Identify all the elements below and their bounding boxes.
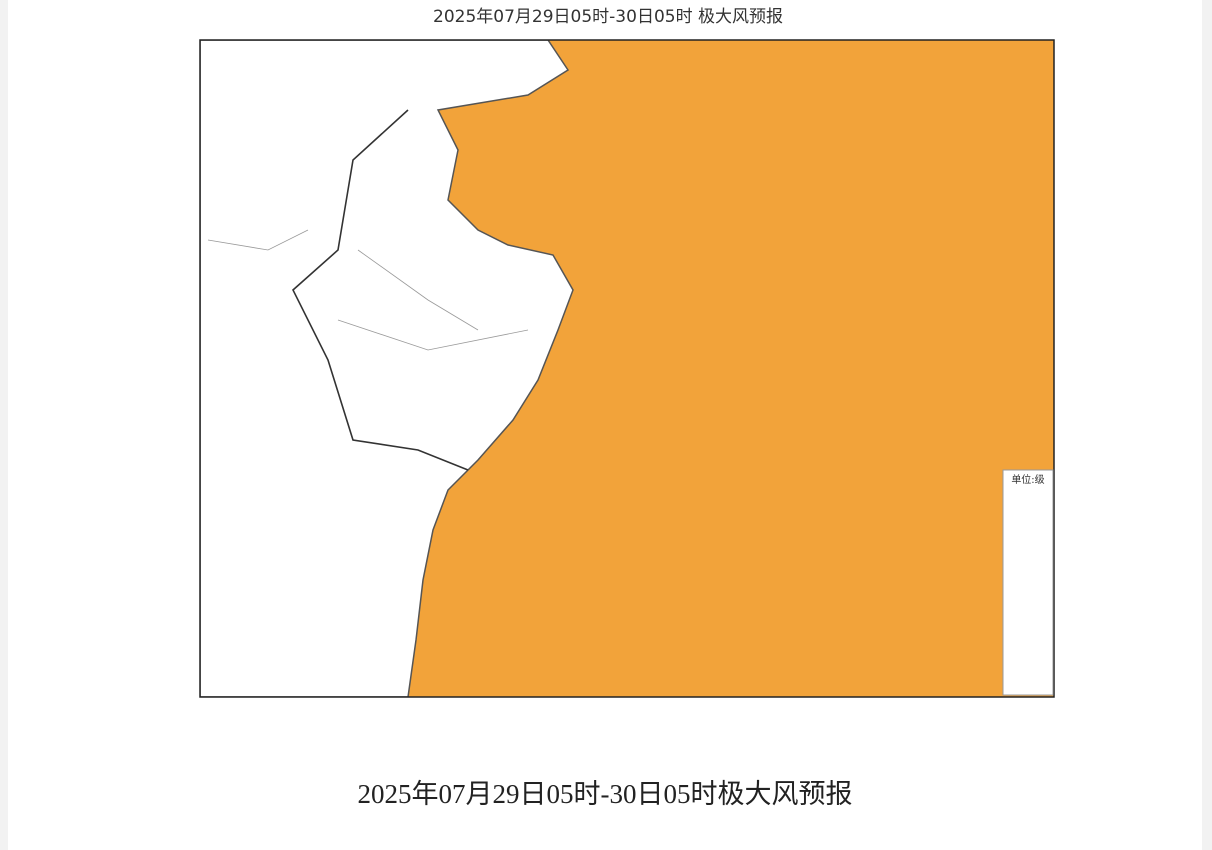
legend-box [1002,469,1054,696]
caption: 2025年07月29日05时-30日05时极大风预报 [357,779,853,809]
map-frame [199,39,1055,698]
county-border [207,229,529,351]
map-title: 2025年07月29日05时-30日05时 极大风预报 [433,7,783,27]
legend: 单位:级 [1002,469,1054,696]
land [200,40,574,697]
province-border [292,109,469,471]
map-figure: 2025年07月29日05时-30日05时 极大风预报 单位:级 [199,7,1055,698]
legend-title: 单位:级 [1011,473,1044,486]
map-area [200,40,1054,697]
